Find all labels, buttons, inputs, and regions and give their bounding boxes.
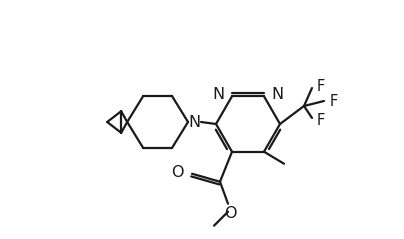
Text: F: F — [317, 113, 325, 127]
Text: F: F — [317, 78, 325, 93]
Text: N: N — [188, 114, 200, 130]
Text: N: N — [213, 87, 225, 102]
Text: O: O — [224, 206, 236, 221]
Text: N: N — [271, 87, 283, 102]
Text: F: F — [330, 93, 338, 109]
Text: O: O — [172, 165, 184, 180]
